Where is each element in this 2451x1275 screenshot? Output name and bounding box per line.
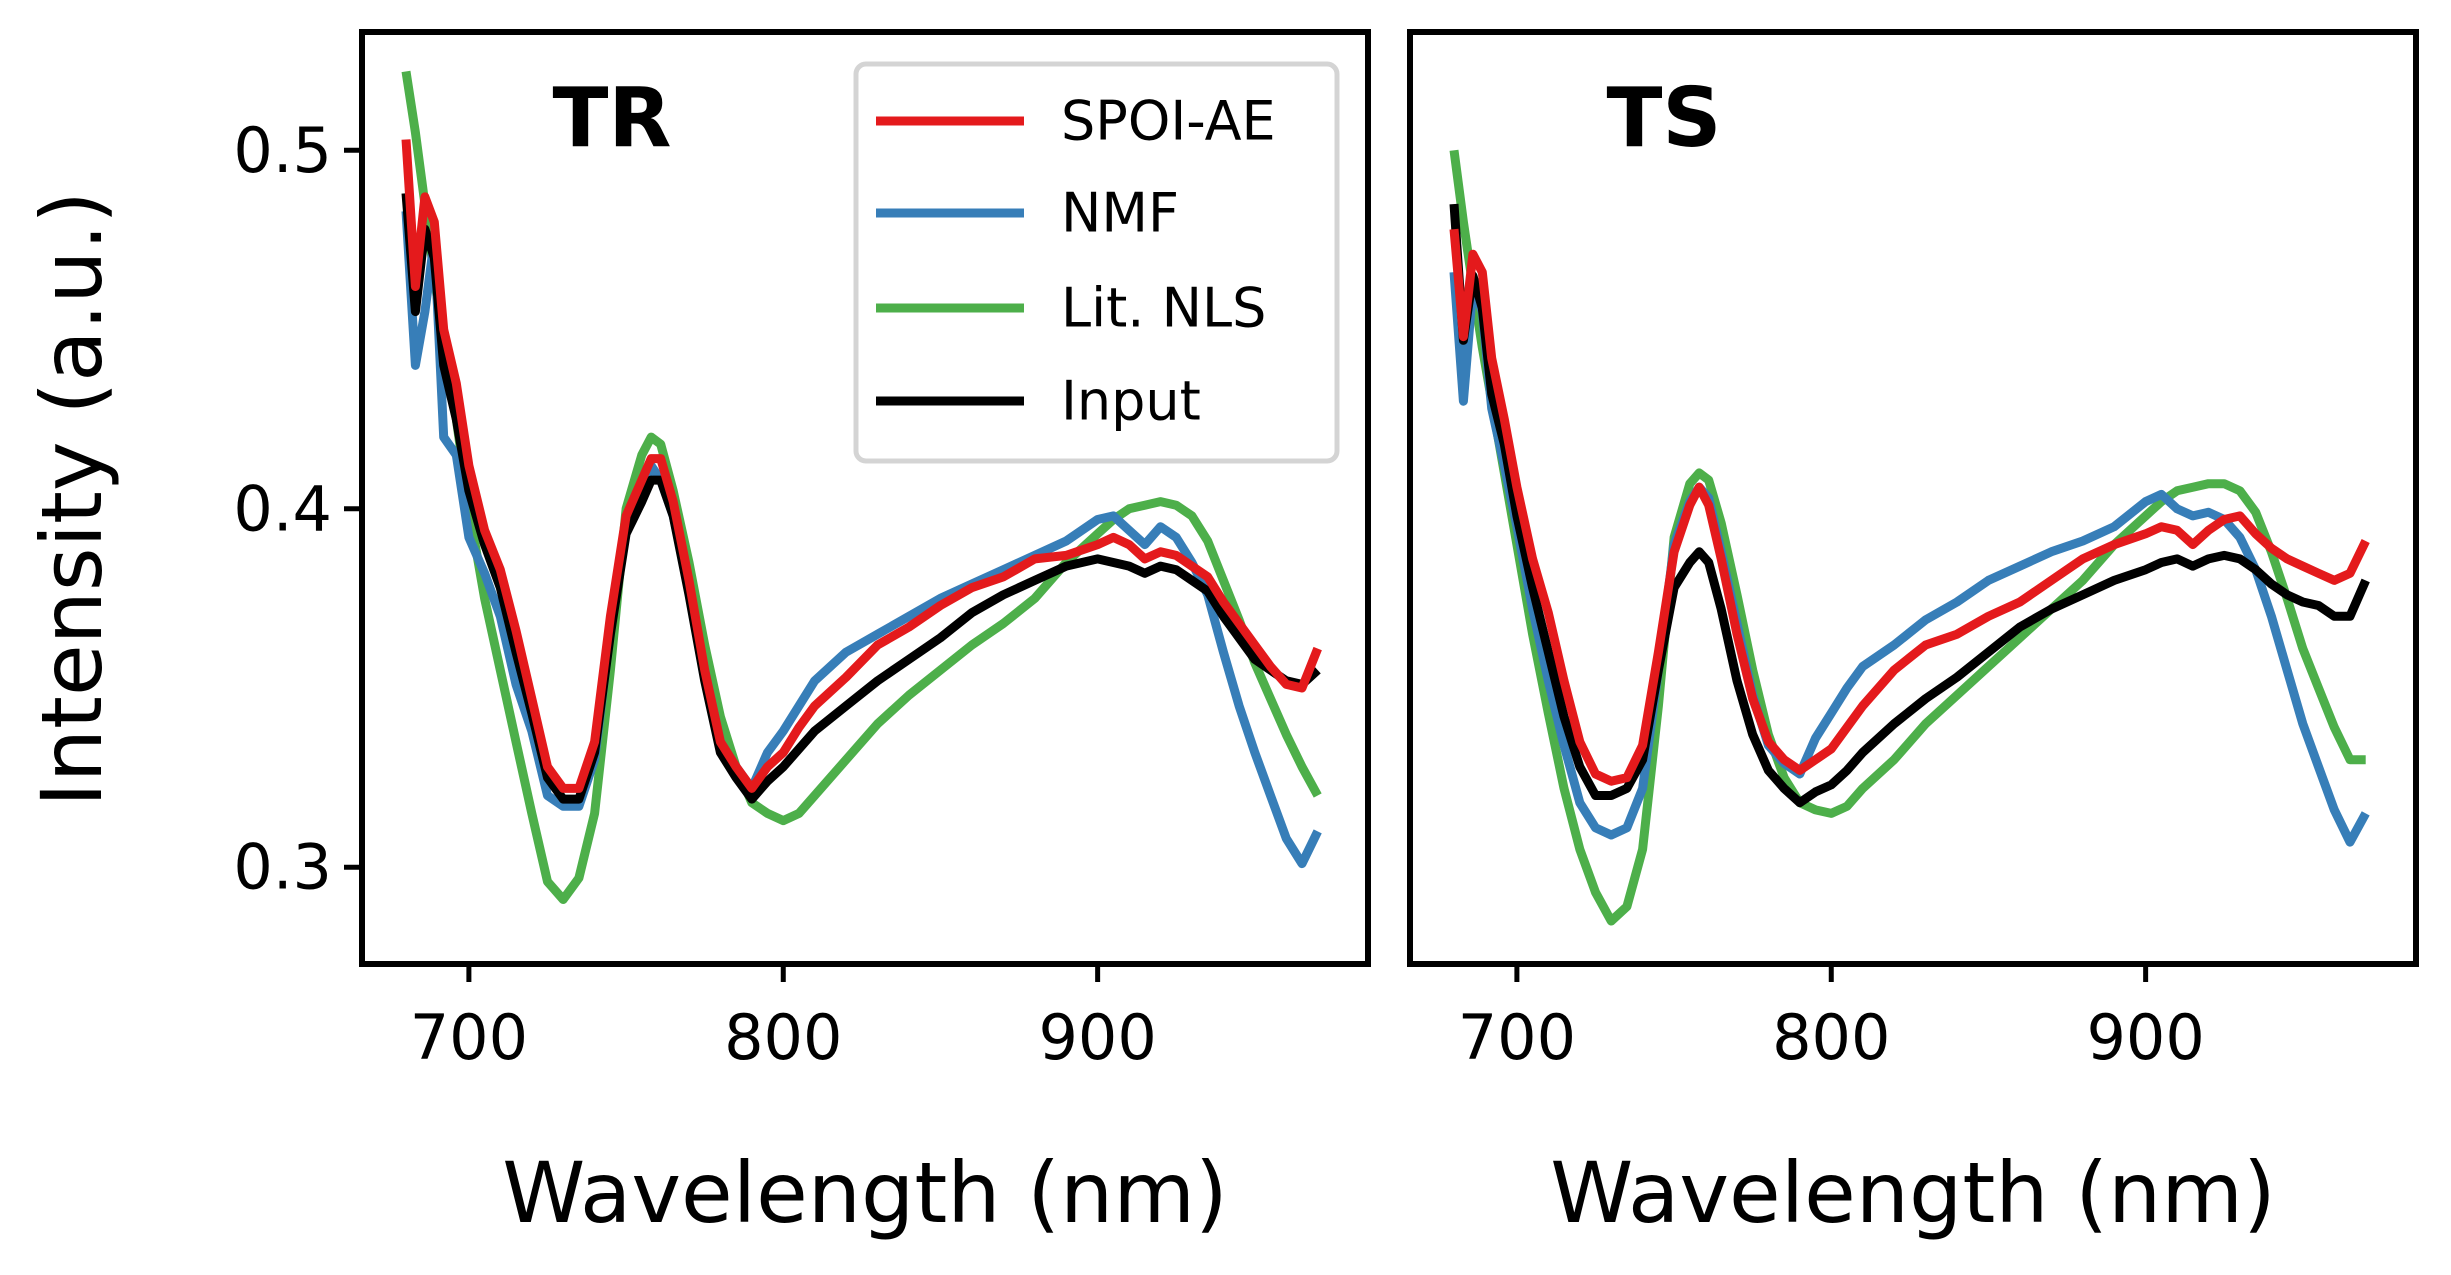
x-tick-label-800-ts: 800 — [1772, 1001, 1890, 1074]
legend-entry-input: Input — [876, 370, 1201, 433]
y-tick-label-0-4-tr: 0.4 — [233, 472, 332, 545]
plot-frame-ts — [1407, 29, 2419, 967]
y-axis-label: Intensity (a.u.) — [23, 191, 121, 807]
legend-entry-nmf: NMF — [876, 182, 1179, 245]
legend-box — [853, 61, 1340, 464]
legend-label-nmf: NMF — [1061, 182, 1179, 245]
panel-ts: 700 800 900 TS Wavelength (nm) — [1407, 29, 2419, 1242]
series-line-lit-nls-ts — [1449, 149, 2366, 926]
y-tick-label-0-3-tr: 0.3 — [233, 831, 332, 904]
x-tick-label-800-tr: 800 — [724, 1001, 842, 1074]
series-lines-ts — [1449, 149, 2370, 926]
x-tick-label-900-tr: 900 — [1038, 1001, 1156, 1074]
legend-label-spoi-ae: SPOI-AE — [1061, 90, 1276, 153]
panel-tr: 700 800 900 0.3 0.4 0.5 TR Wavelength (nm) S… — [233, 29, 1371, 1242]
legend: SPOI-AE NMF Lit. NLS Input — [853, 61, 1340, 464]
panel-title-ts: TS — [1607, 71, 1722, 166]
x-ticks-ts: 700 800 900 — [1458, 964, 2205, 1074]
plot-frame-tr — [359, 29, 1371, 967]
panel-title-tr: TR — [552, 71, 671, 166]
series-line-nmf-ts — [1449, 271, 2370, 847]
x-axis-label-tr: Wavelength (nm) — [502, 1144, 1228, 1242]
legend-entry-spoi-ae: SPOI-AE — [876, 90, 1276, 153]
series-lines-tr — [401, 70, 1322, 904]
legend-label-lit-nls: Lit. NLS — [1061, 277, 1266, 340]
y-ticks-tr: 0.3 0.4 0.5 — [233, 114, 362, 904]
series-line-nmf-tr — [401, 210, 1322, 869]
series-line-lit-nls-tr — [401, 70, 1322, 904]
x-tick-label-700-ts: 700 — [1458, 1001, 1576, 1074]
x-tick-label-700-tr: 700 — [410, 1001, 528, 1074]
series-line-spoi-ae-tr — [401, 139, 1322, 793]
legend-entry-lit-nls: Lit. NLS — [876, 277, 1266, 340]
x-ticks-tr: 700 800 900 — [410, 964, 1157, 1074]
y-tick-label-0-5-tr: 0.5 — [233, 114, 332, 187]
series-line-spoi-ae-ts — [1449, 228, 2370, 786]
x-tick-label-900-ts: 900 — [2086, 1001, 2204, 1074]
series-line-input-ts — [1449, 203, 2370, 808]
x-axis-label-ts: Wavelength (nm) — [1550, 1144, 2276, 1242]
series-line-input-tr — [401, 192, 1321, 804]
legend-label-input: Input — [1061, 370, 1201, 433]
